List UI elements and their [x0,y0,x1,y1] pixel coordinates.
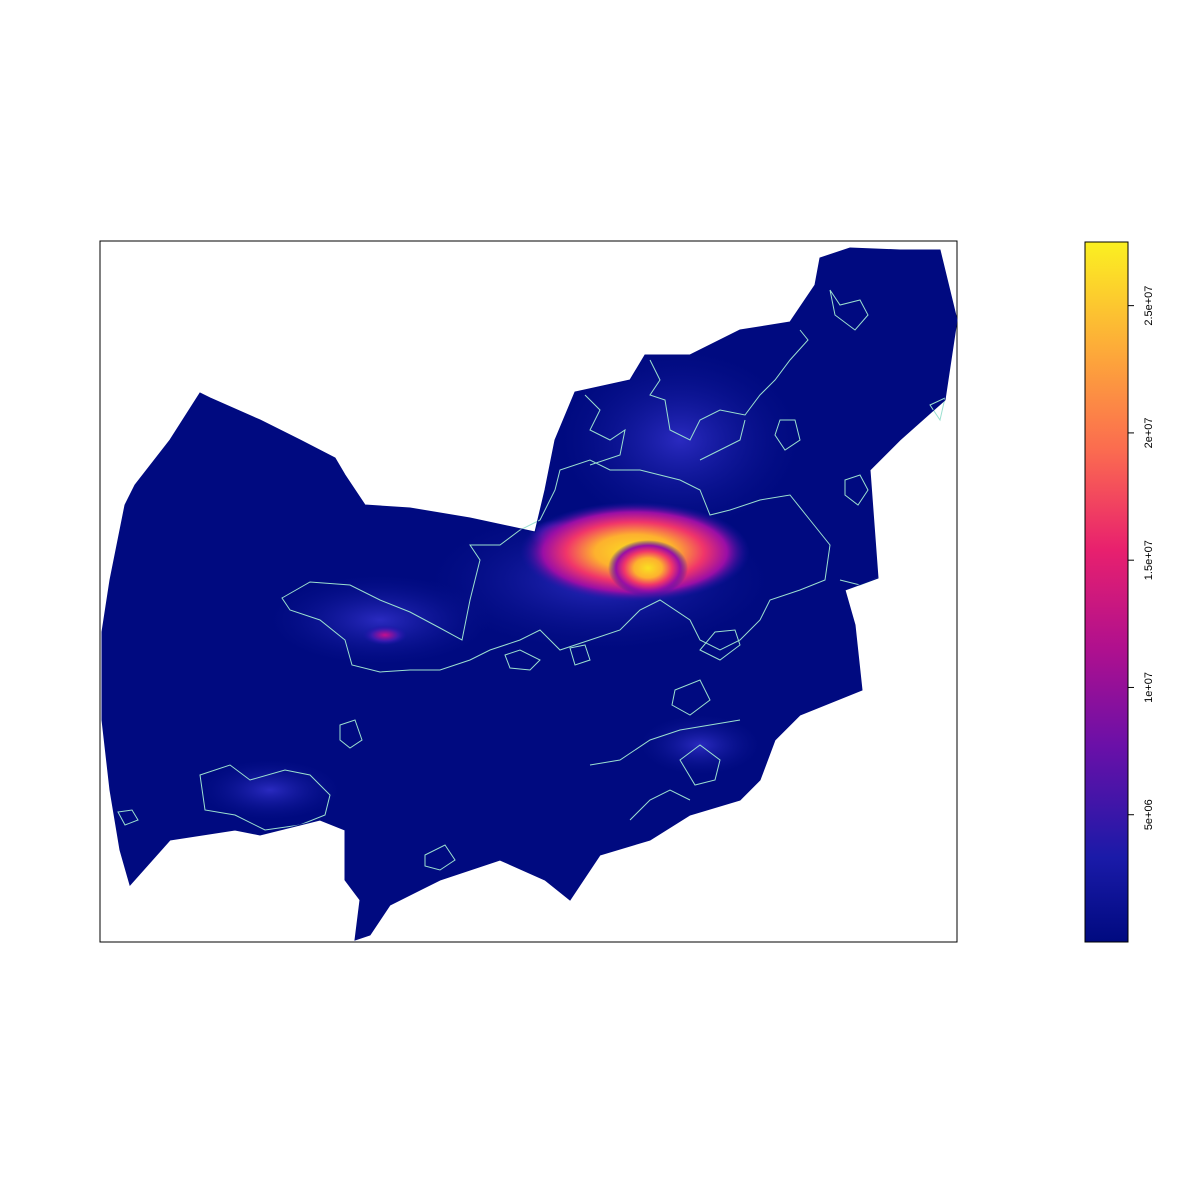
plot-frame [99,240,958,943]
contour-blob-ne2 [929,397,946,422]
contour-blob-c1 [504,649,541,671]
colorbar-tick-label: 2e+07 [1143,417,1155,448]
mild-zone-north [560,350,800,530]
contour-north-1 [584,394,626,466]
contour-north-2 [649,329,809,441]
colorbar-tick-label: 2.5e+07 [1143,286,1155,326]
contour-ne [829,289,869,331]
contour-blob-sw [424,844,456,871]
mild-zone-west [270,575,490,665]
contour-southwest [199,764,331,831]
contour-lines [117,289,946,871]
contour-blob-w [339,719,363,749]
contour-central [281,459,831,673]
contour-blob-c2 [569,644,591,666]
contour-blob-south [679,744,721,786]
colorbar-rect [1084,241,1129,943]
colorbar: 5e+06 1e+07 1.5e+07 2e+07 2.5e+07 [1084,241,1155,943]
warm-spot-west [363,625,407,645]
contour-blob-east2 [844,474,869,506]
contour-blob-east [774,419,801,451]
colorbar-tick-label: 1e+07 [1143,672,1155,703]
mild-zone-southwest [200,760,340,820]
density-raster [102,248,957,940]
contour-blob-se [699,629,741,661]
contour-south-2 [629,789,691,821]
contour-blob-far-w [117,809,139,826]
colorbar-ticks: 5e+06 1e+07 1.5e+07 2e+07 2.5e+07 [1128,286,1155,830]
colorbar-tick-label: 5e+06 [1143,799,1155,830]
contour-south-1 [589,719,741,766]
contour-blob-se2 [671,679,711,716]
hot-core-peak [608,540,688,596]
contour-north-3 [699,419,746,461]
colorbar-tick-label: 1.5e+07 [1143,540,1155,580]
